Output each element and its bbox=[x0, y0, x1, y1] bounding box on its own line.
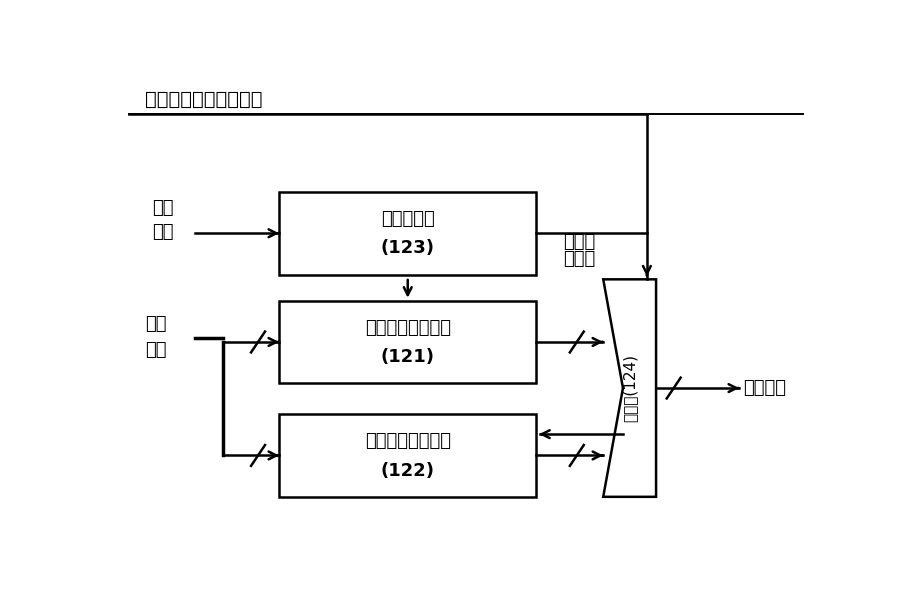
Text: 定点数据指数提取: 定点数据指数提取 bbox=[365, 319, 451, 337]
Text: (121): (121) bbox=[381, 348, 435, 366]
Text: 浮点数据指数提取: 浮点数据指数提取 bbox=[365, 432, 451, 450]
Text: 计数控: 计数控 bbox=[563, 233, 595, 251]
Text: 制信号: 制信号 bbox=[563, 250, 595, 268]
Text: 数据: 数据 bbox=[145, 341, 167, 359]
Text: 信号: 信号 bbox=[153, 223, 174, 241]
Text: 输出指数: 输出指数 bbox=[743, 379, 785, 397]
Text: 输入数据类型控制信号: 输入数据类型控制信号 bbox=[145, 90, 263, 109]
Text: 输入: 输入 bbox=[145, 315, 167, 333]
Text: (122): (122) bbox=[381, 462, 435, 480]
Text: (123): (123) bbox=[381, 239, 435, 257]
Bar bbox=[279, 414, 536, 497]
Bar bbox=[279, 301, 536, 383]
Text: 选择器(124): 选择器(124) bbox=[622, 354, 637, 422]
Polygon shape bbox=[604, 279, 656, 497]
Text: 控制计数器: 控制计数器 bbox=[381, 210, 435, 228]
Bar bbox=[279, 192, 536, 274]
Text: 控制: 控制 bbox=[153, 200, 174, 217]
